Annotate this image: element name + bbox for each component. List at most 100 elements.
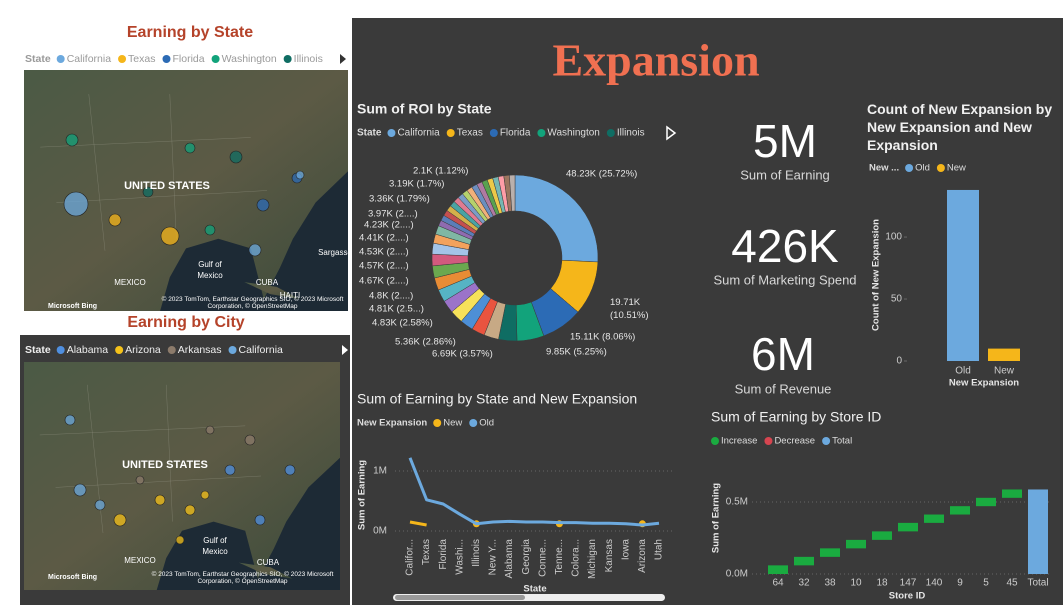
data-label: 6.69K (3.57%) (432, 349, 493, 360)
chart-title: Sum of Earning by Store ID (711, 409, 881, 425)
map-bubble (142, 186, 154, 198)
y-tick-label: 50 (891, 294, 903, 305)
x-tick-label: 18 (876, 578, 888, 589)
map-label: MEXICO (114, 278, 146, 287)
legend-item: Washington (547, 128, 599, 139)
legend-marker (56, 346, 65, 354)
kpi-value: 5M (753, 115, 817, 167)
x-axis-label: State (523, 584, 546, 595)
map-bubble (244, 434, 256, 446)
legend-item: Florida (172, 53, 204, 65)
map-bubble (64, 414, 76, 426)
x-tick-label: 9 (957, 578, 963, 589)
x-tick-label: Arizona (637, 539, 648, 573)
legend-marker (387, 129, 396, 137)
map-label: CUBA (257, 558, 280, 567)
legend-marker (489, 129, 498, 137)
map-bubble (256, 198, 270, 212)
legend-title: State (25, 344, 51, 356)
map-borders (40, 94, 268, 251)
map-label: Gulf of (198, 260, 222, 269)
map-bubble (94, 499, 106, 511)
x-tick-label: Utah (654, 539, 665, 560)
legend-title: New ... (869, 163, 899, 174)
legend-marker (433, 419, 442, 427)
data-label: 4.83K (2.58%) (372, 318, 433, 329)
map-bubble (135, 475, 145, 485)
chart-title: Sum of Earning by State and New Expansio… (357, 391, 637, 407)
legend-item: Illinois (617, 128, 645, 139)
kpi-value: 426K (731, 220, 839, 272)
data-label: 4.57K (2....) (359, 261, 409, 272)
x-tick-label: 45 (1006, 578, 1018, 589)
legend-title: State (25, 53, 51, 65)
legend-item: California (239, 344, 284, 356)
y-tick-label: 0 (896, 356, 902, 367)
data-label: 15.11K (8.06%) (570, 332, 635, 343)
map-provider: Microsoft Bing (48, 303, 97, 310)
x-tick-label: Florida (438, 539, 449, 570)
x-tick-label: Texas (421, 539, 432, 565)
data-label: 3.97K (2....) (368, 209, 418, 220)
legend-item: Texas (128, 53, 155, 65)
x-tick-label: Illinois (471, 539, 482, 567)
legend-scroll-arrow (340, 54, 346, 64)
map-bubble (113, 513, 127, 527)
legend-marker (764, 437, 773, 445)
legend-marker (211, 55, 220, 63)
y-axis-label: Count of New Expansion (871, 219, 882, 331)
legend-marker (822, 437, 831, 445)
legend-marker (162, 55, 171, 63)
map-bubble (224, 464, 236, 476)
map-bubble (175, 535, 185, 545)
legend-item: New (443, 418, 462, 429)
line-series (408, 457, 660, 527)
map-bubble (108, 213, 122, 227)
waterfall-bar (820, 548, 840, 557)
chart-title: Sum of ROI by State (357, 101, 492, 117)
x-tick-label: Michigan (587, 539, 598, 579)
bar (947, 189, 979, 361)
waterfall-bar (950, 506, 970, 515)
map-attribution-text: © 2023 TomTom, Earthstar Geographics SIO… (151, 571, 334, 585)
y-tick-label: 1M (373, 466, 387, 477)
chart-title-text: Count of New Expansion by New Expansion … (867, 101, 1053, 153)
map-bubble (184, 504, 196, 516)
waterfall-bar (1002, 489, 1022, 498)
x-tick-label: 140 (926, 578, 943, 589)
map-attribution: © 2023 TomTom, Earthstar Geographics SIO… (151, 571, 334, 585)
map-attribution: © 2023 TomTom, Earthstar Geographics SIO… (161, 296, 344, 310)
legend-marker (446, 129, 455, 137)
legend-item: Washington (222, 53, 277, 65)
data-label: 2.1K (1.12%) (413, 166, 468, 177)
kpi-value: 6M (751, 328, 815, 380)
map-bubble (205, 425, 215, 435)
map-bubble (204, 224, 216, 236)
x-axis-label: Store ID (889, 591, 926, 602)
legend-item: Arizona (125, 344, 161, 356)
waterfall-bar (872, 531, 892, 540)
legend-marker (118, 55, 127, 63)
map-bubble (248, 243, 262, 257)
y-tick-label: 0.0M (726, 569, 748, 580)
legend-item: Total (832, 436, 852, 447)
data-label: 4.8K (2....) (369, 291, 413, 302)
map-label: HAITI (280, 291, 300, 300)
y-axis-label: Sum of Earning (357, 460, 368, 530)
y-tick-label: 100 (885, 232, 902, 243)
map-label: Gulf of (203, 536, 227, 545)
map-attribution-text: © 2023 TomTom, Earthstar Geographics SIO… (161, 296, 344, 310)
data-label: 3.36K (1.79%) (369, 194, 430, 205)
legend-marker (537, 129, 546, 137)
waterfall-total (1028, 489, 1048, 574)
x-tick-label: Old (955, 366, 971, 377)
kpi-label: Sum of Marketing Spend (713, 272, 856, 287)
map-bubble (200, 490, 210, 500)
legend-scroll-arrow (342, 345, 348, 355)
data-label: 4.53K (2....) (359, 247, 409, 258)
map-label: Mexico (197, 271, 223, 280)
legend-title: State (357, 128, 382, 139)
map-title: Earning by City (127, 314, 244, 331)
legend-item: Florida (500, 128, 531, 139)
data-label: 4.41K (2....) (359, 233, 409, 244)
